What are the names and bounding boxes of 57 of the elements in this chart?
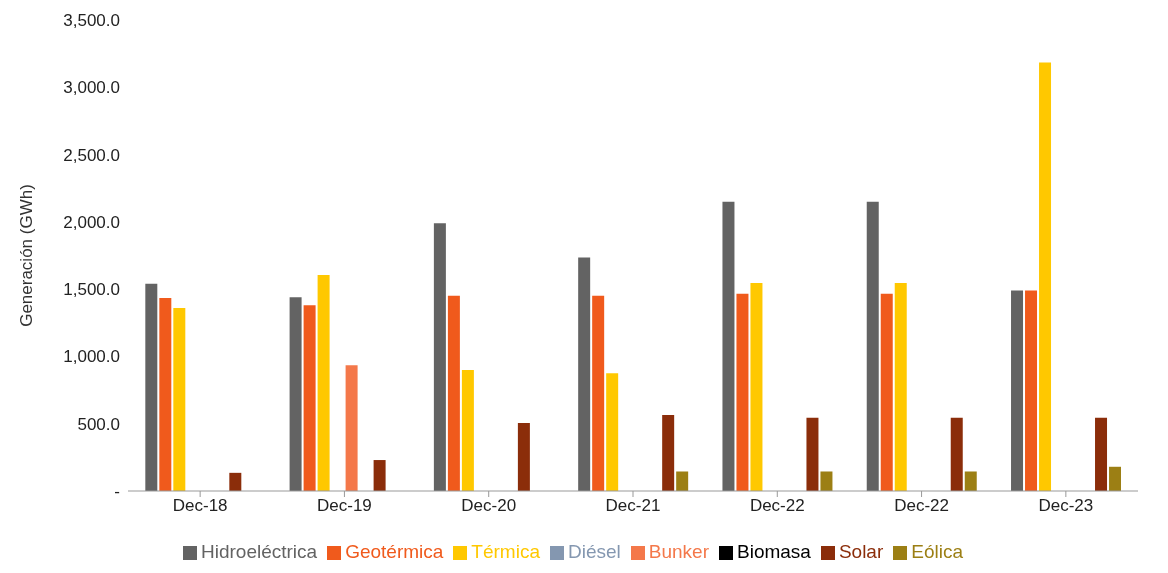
legend-label: Geotérmica	[345, 541, 444, 562]
bar	[1011, 290, 1024, 491]
bar	[592, 295, 605, 491]
legend-label: Bunker	[648, 541, 709, 562]
bar	[880, 293, 893, 491]
bar	[517, 423, 530, 491]
bar	[317, 275, 330, 491]
bar	[950, 417, 963, 491]
bar	[1039, 62, 1052, 491]
x-tick-label: Dec-22	[894, 496, 949, 516]
x-tick-label: Dec-22	[749, 496, 805, 516]
legend-label: Hidroeléctrica	[200, 541, 318, 562]
bar	[373, 460, 386, 491]
bar	[461, 369, 474, 491]
x-tick-label: Dec-23	[1038, 496, 1094, 516]
y-tick-label: -	[114, 482, 120, 502]
bar	[303, 305, 316, 491]
bar	[662, 414, 675, 491]
y-tick-label: 2,000.0	[63, 212, 120, 232]
bar	[345, 365, 358, 491]
x-tick-label: Dec-21	[605, 496, 661, 516]
y-tick-label: 2,500.0	[63, 145, 120, 165]
y-tick-label: 500.0	[77, 414, 120, 434]
bar	[750, 283, 763, 491]
bar	[894, 283, 907, 491]
bar	[964, 471, 977, 491]
bar	[676, 471, 689, 491]
bar	[806, 417, 819, 491]
bar	[606, 373, 619, 491]
legend-label: Diésel	[567, 541, 621, 562]
bar	[866, 201, 879, 491]
y-axis-title: Generación (GWh)	[17, 184, 37, 327]
bar	[1095, 417, 1108, 491]
legend-label: Térmica	[471, 541, 540, 562]
bar	[159, 297, 172, 491]
legend-label: Eólica	[911, 541, 964, 562]
x-tick-label: Dec-20	[461, 496, 517, 516]
y-tick-label: 3,500.0	[63, 11, 120, 31]
bar	[1109, 466, 1122, 491]
bar	[173, 307, 186, 491]
bar	[433, 223, 446, 491]
y-tick-label: 3,000.0	[63, 78, 120, 98]
legend-label: Biomasa	[736, 541, 811, 562]
bar	[736, 293, 749, 491]
bar	[578, 257, 591, 491]
bar	[1025, 290, 1038, 491]
x-tick-label: Dec-19	[317, 496, 372, 516]
bar	[722, 201, 735, 491]
y-tick-label: 1,000.0	[63, 347, 120, 367]
legend-label: Solar	[838, 541, 884, 562]
x-tick-label: Dec-18	[172, 496, 228, 516]
bar	[289, 297, 302, 491]
y-tick-label: 1,500.0	[63, 280, 120, 300]
bar	[229, 472, 242, 491]
bar	[145, 283, 158, 491]
bar	[820, 471, 833, 491]
bar	[447, 295, 460, 491]
